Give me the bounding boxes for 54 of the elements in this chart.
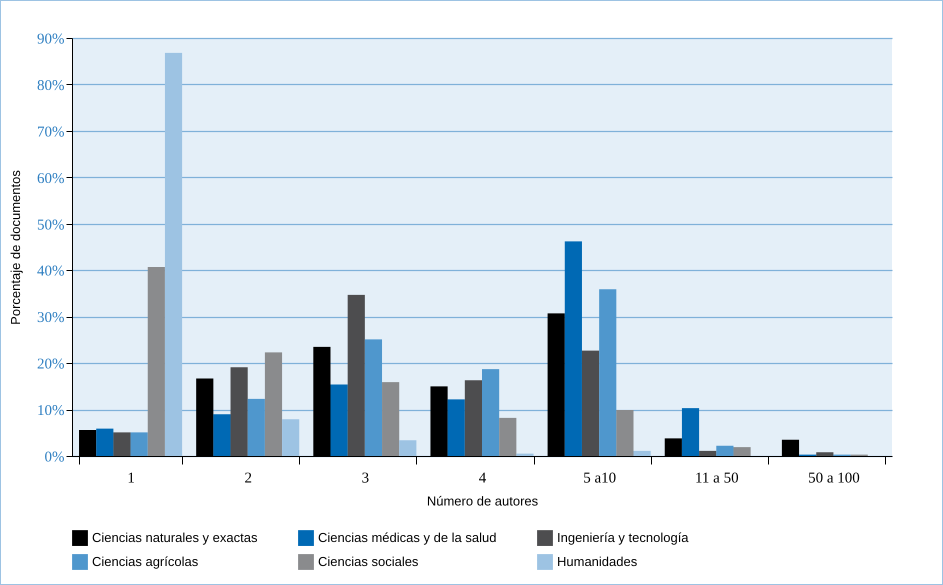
bar (330, 384, 348, 456)
bar (164, 52, 182, 456)
x-tick-label: 1 (127, 470, 135, 486)
bar (634, 450, 651, 456)
y-tick-label: 10% (37, 403, 64, 420)
x-axis-title: Número de autores (426, 494, 539, 508)
bar (248, 398, 265, 456)
bar (482, 369, 500, 456)
y-tick-label: 0% (44, 450, 64, 466)
legend-label: Ingeniería y tecnología (557, 530, 690, 546)
y-tick-label: 50% (37, 217, 64, 234)
bar (382, 382, 400, 456)
y-tick-label: 80% (37, 78, 64, 94)
bar (616, 410, 634, 456)
x-tick-label: 5 a10 (583, 470, 616, 486)
y-tick-label: 90% (37, 32, 64, 48)
legend-label: Humanidades (557, 554, 638, 569)
x-tick-label: 50 a 100 (808, 470, 860, 486)
y-tick-label: 70% (37, 124, 64, 140)
x-tick-label: 4 (478, 470, 487, 486)
y-tick-label: 40% (37, 264, 64, 280)
y-axis-title: Porcentaje de documentos (8, 170, 24, 325)
bar (499, 418, 516, 456)
x-tick-label: 3 (362, 470, 370, 486)
y-tick-label: 30% (37, 310, 64, 326)
bar (130, 432, 148, 456)
bar (364, 339, 382, 456)
bar (264, 352, 282, 456)
bar (816, 452, 834, 456)
bar (699, 450, 716, 456)
bar (464, 380, 482, 456)
bar (148, 266, 165, 456)
legend-label: Ciencias médicas y de la salud (318, 530, 496, 546)
bar (564, 241, 582, 456)
bar (733, 447, 751, 456)
x-tick-label: 11 a 50 (694, 470, 739, 486)
bar (716, 446, 734, 456)
bar (348, 294, 365, 456)
bar (96, 428, 114, 456)
bar (213, 414, 231, 456)
bar (448, 399, 465, 456)
bar (682, 408, 700, 456)
bar (582, 350, 600, 456)
legend-label: Ciencias naturales y exactas (92, 530, 258, 546)
y-tick-label: 60% (37, 170, 64, 187)
bar (599, 289, 616, 456)
legend-label: Ciencias agrícolas (92, 554, 199, 569)
bar (282, 419, 300, 456)
bar (113, 432, 131, 456)
bar (230, 367, 248, 456)
legend-label: Ciencias sociales (318, 554, 419, 569)
x-tick-label: 2 (244, 470, 252, 486)
bar (399, 440, 416, 456)
y-tick-label: 20% (37, 356, 64, 373)
